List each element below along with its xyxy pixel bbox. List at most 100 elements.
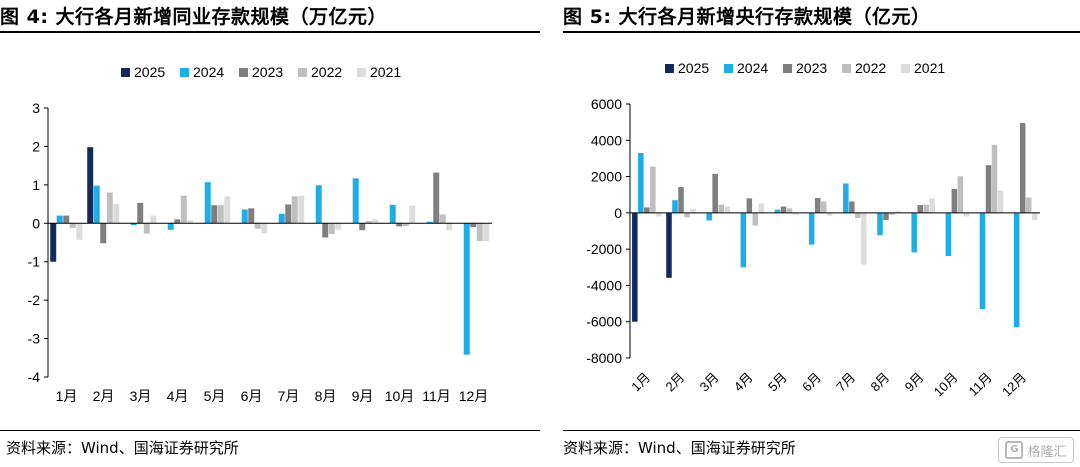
- bar-2024-12: [1013, 212, 1020, 328]
- bar-2023-12: [470, 223, 477, 228]
- bar-2022-12: [476, 223, 483, 241]
- bar-2025-2: [666, 212, 672, 278]
- y-tick-label: -2: [28, 292, 41, 308]
- bar-2021-2: [690, 208, 696, 213]
- title-underline: [0, 31, 540, 33]
- bar-2022-10: [957, 176, 964, 213]
- source-note: 资料来源：Wind、国海证券研究所: [563, 439, 796, 457]
- bar-2021-9: [372, 219, 379, 224]
- bar-2024-9: [352, 178, 359, 224]
- x-tick-label: 5月: [204, 388, 226, 404]
- x-tick-label: 12月: [999, 370, 1029, 400]
- bar-2024-4: [167, 223, 174, 230]
- y-tick-label: 1: [32, 177, 40, 193]
- chart-title: 图 4: 大行各月新增同业存款规模（万亿元）: [0, 6, 388, 28]
- legend-label: 2023: [252, 64, 283, 80]
- bar-2021-6: [261, 223, 268, 234]
- x-tick-label: 7月: [278, 388, 300, 404]
- x-tick-label: 1月: [56, 388, 78, 404]
- bar-2021-9: [929, 198, 935, 213]
- watermark-logo: G 格隆汇: [998, 437, 1074, 463]
- legend-swatch: [298, 68, 307, 77]
- bar-2023-9: [917, 205, 923, 213]
- bar-2021-10: [963, 212, 970, 217]
- y-tick-label: 2: [32, 138, 40, 154]
- legend-swatch: [357, 68, 366, 77]
- bar-2024-12: [463, 223, 470, 355]
- bar-2022-5: [217, 205, 224, 224]
- bar-2023-4: [174, 219, 181, 224]
- y-tick-label: -4: [28, 369, 41, 385]
- bar-2022-11: [439, 214, 446, 224]
- bar-2024-1: [638, 152, 644, 213]
- x-tick-label: 5月: [765, 370, 790, 395]
- bar-2021-6: [826, 212, 833, 216]
- bar-2025-2: [87, 147, 94, 224]
- bar-2022-4: [752, 212, 759, 226]
- bar-2024-11: [979, 212, 986, 310]
- bar-2023-1: [644, 207, 650, 213]
- bar-2022-5: [786, 208, 793, 213]
- y-tick-label: -2000: [586, 241, 622, 257]
- bar-2021-7: [861, 212, 867, 265]
- right-chart-panel: 图 5: 大行各月新增央行存款规模（亿元） 2025 2024 2023 2022 20…: [545, 0, 1080, 467]
- interbank-deposit-bar-chart: 2025 2024 2023 2022 2021 3 2 1 0 -1 -2 -3 -4 1月 2月 3月 4月…: [28, 64, 492, 404]
- legend-label: 2021: [370, 64, 401, 80]
- y-tick-label: -6000: [586, 314, 622, 330]
- bar-2024-8: [315, 185, 322, 224]
- bar-2022-1: [69, 223, 76, 228]
- watermark-text: 格隆汇: [1027, 444, 1067, 460]
- bar-2021-1: [656, 212, 662, 217]
- bar-2024-3: [706, 212, 712, 221]
- bar-2021-11: [997, 190, 1004, 213]
- legend-label: 2022: [311, 64, 342, 80]
- left-chart-panel: 图 4: 大行各月新增同业存款规模（万亿元） 2025 2024 2023 2022 2…: [0, 6, 540, 457]
- bar-2021-12: [1031, 212, 1038, 221]
- bar-2023-5: [211, 205, 218, 224]
- bar-2024-6: [808, 212, 815, 245]
- y-tick-label: -4000: [586, 277, 622, 293]
- y-tick-label: -3: [28, 331, 41, 347]
- y-tick-label: 2000: [591, 169, 622, 185]
- bar-2023-4: [746, 198, 753, 213]
- x-tick-label: 11月: [966, 370, 995, 399]
- y-tick-label: -1: [28, 254, 41, 270]
- legend-label: 2023: [796, 60, 827, 76]
- legend-label: 2024: [193, 64, 224, 80]
- bar-2024-9: [911, 212, 917, 253]
- bar-2022-6: [820, 201, 827, 213]
- source-note: 资料来源：Wind、国海证券研究所: [6, 439, 239, 457]
- bar-2023-5: [780, 206, 787, 213]
- legend-swatch: [783, 64, 792, 73]
- x-tick-label: 2月: [662, 370, 687, 395]
- bar-2022-4: [180, 195, 187, 224]
- bar-2022-8: [889, 212, 895, 215]
- bar-2024-10: [945, 212, 952, 257]
- legend-label: 2021: [914, 60, 945, 76]
- bar-2022-2: [684, 212, 690, 218]
- x-tick-label: 7月: [833, 370, 858, 395]
- bar-2021-4: [187, 220, 194, 224]
- legend-label: 2024: [737, 60, 768, 76]
- legend-swatch: [180, 68, 189, 77]
- bottom-divider: [563, 430, 1080, 431]
- bar-2022-1: [650, 166, 656, 213]
- bar-2021-11: [446, 223, 453, 231]
- y-tick-label: 0: [32, 215, 40, 231]
- x-tick-label: 3月: [697, 370, 722, 395]
- bar-2024-5: [204, 182, 211, 224]
- bar-2024-5: [774, 209, 781, 213]
- bar-2024-11: [426, 221, 433, 224]
- bar-2021-8: [895, 211, 901, 213]
- legend-label: 2025: [678, 60, 709, 76]
- bar-2022-9: [365, 220, 372, 224]
- bar-2023-3: [712, 173, 718, 213]
- bar-2021-5: [224, 196, 231, 224]
- title-underline: [563, 31, 1080, 33]
- bar-2023-9: [359, 223, 366, 231]
- bar-2022-8: [328, 223, 335, 235]
- bar-2023-6: [814, 197, 821, 213]
- bar-2021-7: [298, 195, 305, 224]
- y-tick-label: 0: [614, 205, 622, 221]
- bar-2021-1: [76, 223, 83, 240]
